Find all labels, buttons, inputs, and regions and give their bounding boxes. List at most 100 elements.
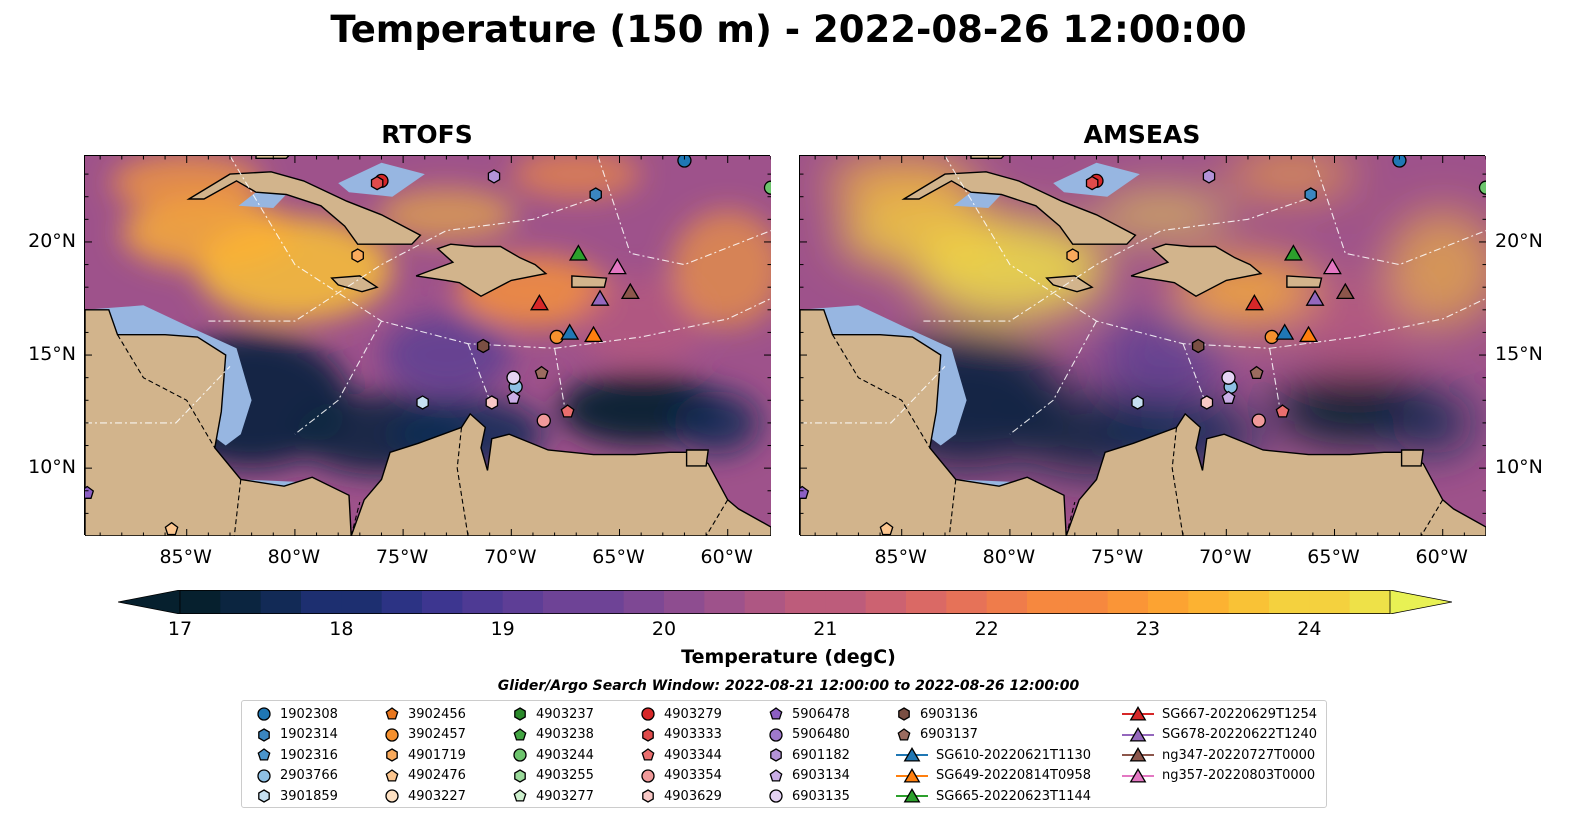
triangle-icon (896, 788, 928, 803)
lon-tick-label: 70°W (484, 546, 537, 568)
maritime-boundary (294, 320, 382, 435)
pentagon-icon (257, 748, 271, 761)
platform-3901859-marker (416, 395, 429, 410)
colorbar-swatch (704, 590, 746, 614)
colorbar-swatch (341, 590, 383, 614)
temperature-anomaly-blob (1291, 275, 1422, 367)
colorbar-swatch (986, 590, 1028, 614)
maritime-boundary (208, 196, 599, 322)
platform-1902314-marker (1304, 187, 1317, 202)
legend-item: SG649-20220814T0958 (894, 766, 1091, 786)
lon-tick-label: 80°W (982, 546, 1036, 568)
colorbar-swatch (583, 590, 625, 614)
legend-label: 4903279 (664, 706, 722, 722)
legend-item: 4903255 (510, 766, 594, 786)
legend-label: 2903766 (280, 768, 338, 783)
legend-label: 4901719 (408, 747, 466, 763)
legend-marker (385, 707, 399, 720)
legend-marker (641, 707, 655, 721)
platform-6903137-marker (1249, 365, 1264, 380)
platform-5906478-marker (800, 485, 810, 499)
legend-marker (385, 768, 399, 782)
platform-4903244-marker (1478, 180, 1486, 195)
legend-item: 4903227 (382, 786, 466, 806)
legend-label: SG678-20220622T1240 (1162, 727, 1318, 742)
legend-marker (770, 748, 782, 762)
legend-item: SG678-20220622T1240 (1120, 725, 1317, 745)
temperature-anomaly-blob (1096, 314, 1227, 396)
search-window-caption: Glider/Argo Search Window: 2022-08-21 12… (497, 678, 1080, 694)
maritime-boundary (923, 196, 1314, 322)
platform-6901182-marker (487, 169, 501, 184)
country-border (832, 334, 931, 449)
colorbar-swatch (1188, 590, 1230, 614)
legend-item: 5906478 (766, 704, 850, 724)
legend-item: 3902457 (382, 725, 466, 745)
platform-3902457-marker (1264, 329, 1279, 345)
circle-icon (769, 789, 783, 803)
legend-marker (514, 768, 526, 783)
platform-4903244-marker (763, 180, 771, 195)
platform-4902476-marker (164, 521, 179, 536)
legend-item: ng357-20220803T0000 (1120, 766, 1315, 786)
pentagon-icon (641, 748, 655, 761)
maritime-boundary (554, 298, 771, 349)
legend-item: ng347-20220727T0000 (1120, 745, 1315, 765)
legend-label: 3902456 (408, 706, 466, 722)
legend-label: 4903255 (536, 768, 594, 783)
land-trinidad (685, 449, 709, 467)
circle-icon (513, 748, 527, 762)
platform-6903135-marker (1221, 370, 1236, 385)
legend-marker (903, 788, 921, 803)
land-cuba (186, 171, 422, 245)
legend-marker (513, 789, 527, 802)
platform-4902476-marker (879, 521, 894, 536)
colorbar-svg (117, 589, 1453, 615)
temperature-anomaly-blob (1388, 391, 1476, 455)
legend-item: SG665-20220623T1144 (894, 786, 1091, 806)
platform-ng357-20220803T0000-marker (607, 257, 627, 275)
country-border (1065, 501, 1076, 536)
land-puerto-rico (1286, 275, 1323, 288)
hexagon-icon (386, 748, 398, 762)
legend-label: 5906478 (792, 706, 850, 722)
lat-tick-label-right: 10°N (1495, 456, 1543, 479)
legend-item: 6903135 (766, 786, 850, 806)
platform-1902308-marker (1392, 156, 1407, 168)
legend-item: 5906480 (766, 725, 850, 745)
platform-6903137-marker (534, 365, 549, 380)
legend-marker (257, 707, 271, 721)
legend-label: 4903333 (664, 727, 722, 742)
circle-icon (257, 768, 271, 783)
legend-label: 6903137 (920, 727, 978, 742)
legend-item: 6901182 (766, 745, 850, 765)
platform-6903134-marker (506, 390, 521, 404)
temperature-field (800, 156, 1486, 536)
land-jamaica (1045, 275, 1094, 293)
hexagon-icon (514, 768, 526, 783)
legend-marker (386, 748, 398, 762)
temperature-anomaly-blob (377, 187, 516, 242)
legend-label: 1902316 (280, 747, 338, 763)
platform-ng347-20220727T0000-marker (1335, 282, 1355, 300)
land-south-america (350, 412, 771, 536)
circle-icon (257, 707, 271, 721)
platform-SG610-20220621T1130-marker (560, 323, 580, 340)
temperature-anomaly-blob (1092, 187, 1231, 242)
temperature-field (85, 156, 771, 536)
maritime-boundary (1269, 348, 1281, 412)
colorbar-swatch (543, 590, 584, 614)
lon-tick-label: 75°W (375, 546, 429, 568)
colorbar-swatch (744, 590, 786, 614)
land-hispaniola (415, 243, 548, 298)
legend-item: 1902316 (254, 745, 338, 765)
country-border (233, 479, 242, 536)
legend-marker (903, 767, 921, 783)
legend-marker (769, 789, 783, 803)
triangle-icon (1122, 767, 1154, 783)
legend-label: 1902308 (280, 706, 338, 722)
pentagon-icon (769, 768, 783, 782)
temperature-anomaly-blob (576, 275, 707, 367)
lon-tick-label: 70°W (1199, 546, 1252, 568)
legend-item: SG610-20220621T1130 (894, 745, 1091, 765)
